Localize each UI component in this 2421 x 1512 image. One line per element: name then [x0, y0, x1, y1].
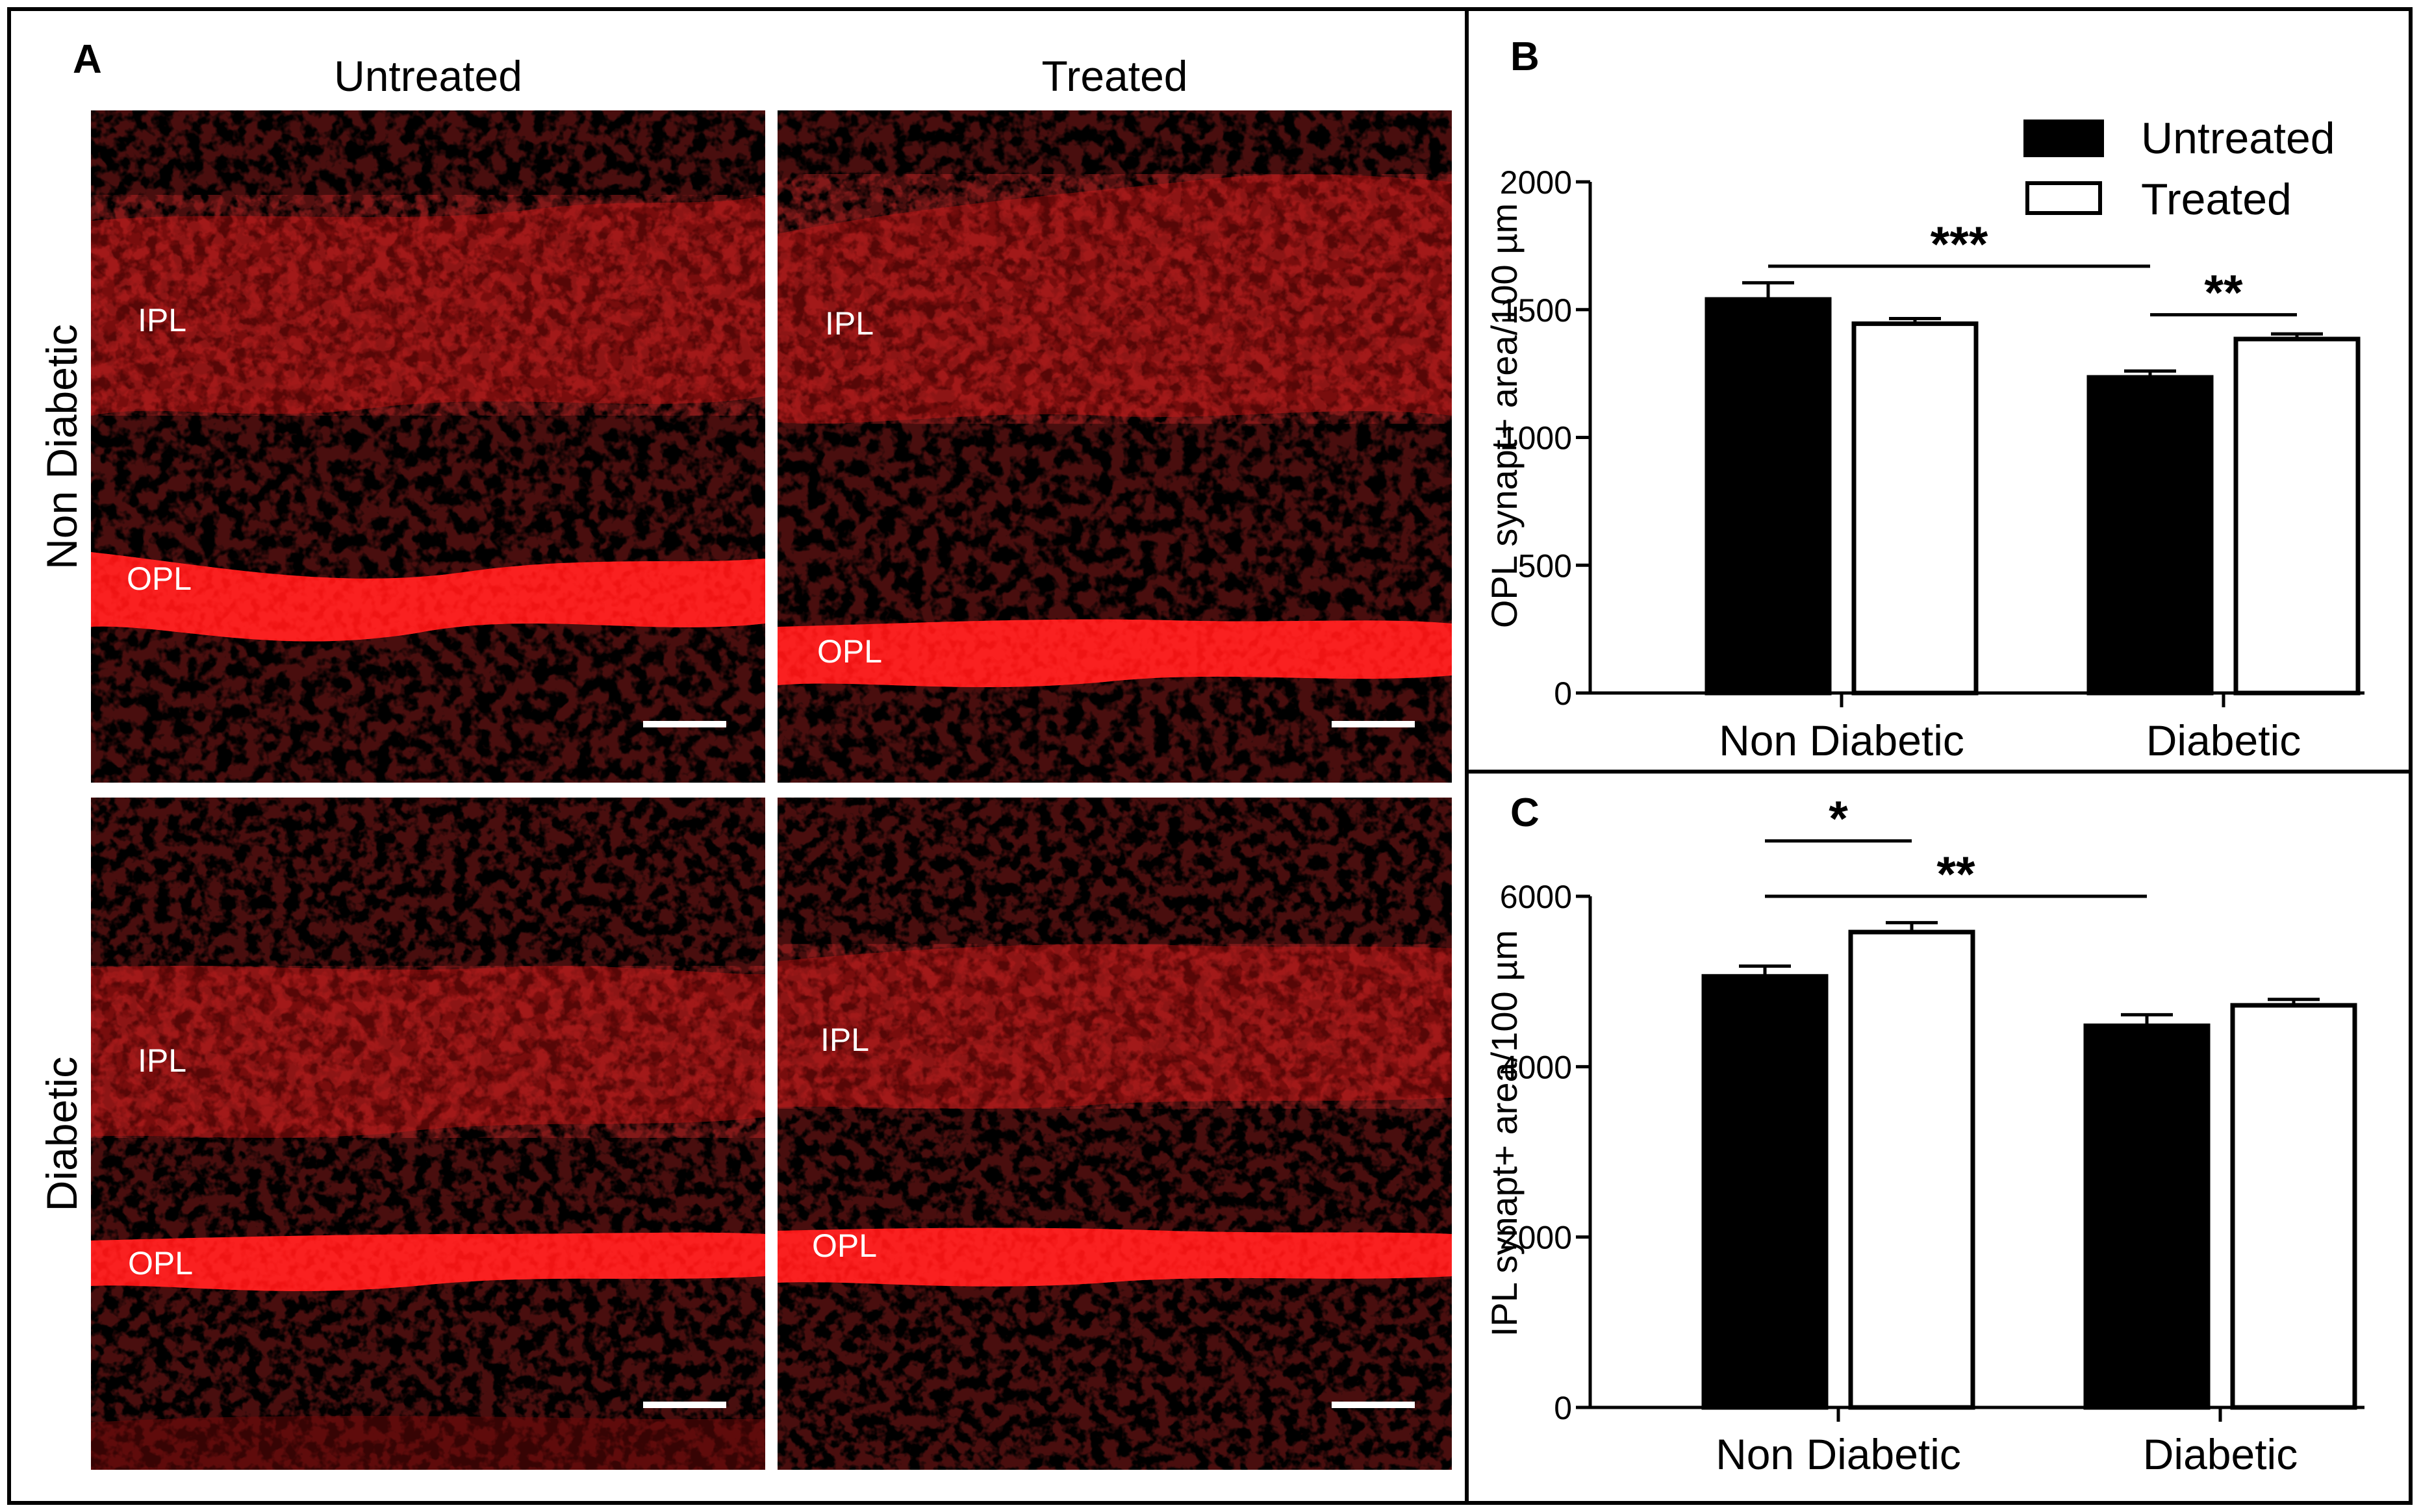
layer-label-ipl: IPL: [820, 1022, 869, 1058]
y-tick-label: 500: [1518, 548, 1572, 584]
panel-c-chart: C IPL synapt+ area/100 µm 0 2000 4000 6000 N…: [1484, 790, 2364, 1478]
bar-treated-diabetic: [2233, 336, 2361, 696]
y-tick-label: 1500: [1500, 292, 1572, 329]
legend: Untreated Treated: [2023, 114, 2335, 224]
panel-c-letter: C: [1510, 790, 1540, 835]
y-tick-label: 0: [1554, 675, 1572, 712]
y-tick-label: 6000: [1500, 879, 1572, 915]
bar-treated-diabetic: [2230, 1003, 2357, 1410]
legend-label-treated: Treated: [2141, 175, 2292, 224]
legend-label-untreated: Untreated: [2141, 114, 2335, 163]
bar-untreated-diabetic: [2086, 375, 2214, 696]
panel-a: A Untreated Treated Non Diabetic Diabeti…: [38, 37, 1452, 1470]
y-tick-label: 0: [1554, 1390, 1572, 1426]
layer-label-ipl: IPL: [138, 1042, 186, 1079]
y-axis-label: OPL synapt+ area/100 µm: [1484, 203, 1525, 628]
column-title-untreated: Untreated: [334, 52, 522, 100]
scale-bar: [1332, 1402, 1415, 1408]
layer-label-ipl: IPL: [138, 302, 186, 338]
micrograph-non-diabetic-untreated: IPL OPL: [91, 110, 765, 783]
scale-bar: [643, 1402, 726, 1408]
figure-frame: [7, 7, 2413, 1505]
legend-swatch-treated: [2025, 181, 2102, 215]
significance-label: ***: [1931, 217, 1988, 272]
layer-label-ipl: IPL: [825, 305, 874, 342]
y-tick-label: 4000: [1500, 1049, 1572, 1085]
y-axis-label: IPL synapt+ area/100 µm: [1484, 930, 1525, 1337]
bar-treated-non-diabetic: [1848, 929, 1975, 1410]
significance-label: **: [1936, 847, 1975, 902]
micrograph-non-diabetic-treated: IPL OPL: [778, 110, 1452, 783]
y-tick-label: 1000: [1500, 420, 1572, 457]
bar-untreated-non-diabetic: [1701, 974, 1829, 1410]
y-tick-label: 2000: [1500, 1220, 1572, 1256]
micrograph-diabetic-untreated: IPL OPL: [91, 798, 765, 1470]
scale-bar: [643, 721, 726, 727]
panel-b-chart: B OPL synapt+ area/100 µm Untreated Trea…: [1484, 34, 2364, 764]
column-title-treated: Treated: [1041, 52, 1187, 100]
panel-a-letter: A: [73, 37, 102, 82]
x-tick-label: Diabetic: [2146, 716, 2301, 764]
layer-label-opl: OPL: [812, 1228, 877, 1264]
x-tick-label: Diabetic: [2143, 1430, 2298, 1478]
panel-b-letter: B: [1510, 34, 1540, 79]
layer-label-opl: OPL: [128, 1245, 193, 1281]
x-tick-label: Non Diabetic: [1719, 716, 1964, 764]
bar-untreated-non-diabetic: [1705, 297, 1832, 696]
row-title-non-diabetic: Non Diabetic: [38, 324, 86, 570]
y-tick-label: 2000: [1500, 164, 1572, 201]
legend-swatch-untreated: [2023, 120, 2104, 157]
significance-label: *: [1829, 792, 1848, 847]
x-tick-label: Non Diabetic: [1716, 1430, 1961, 1478]
significance-label: **: [2204, 266, 2243, 321]
layer-label-opl: OPL: [127, 561, 192, 597]
micrograph-diabetic-treated: IPL OPL: [778, 798, 1452, 1470]
scale-bar: [1332, 721, 1415, 727]
bar-treated-non-diabetic: [1851, 321, 1979, 696]
layer-label-opl: OPL: [817, 633, 882, 670]
row-title-diabetic: Diabetic: [38, 1057, 86, 1211]
bar-untreated-diabetic: [2083, 1023, 2211, 1410]
